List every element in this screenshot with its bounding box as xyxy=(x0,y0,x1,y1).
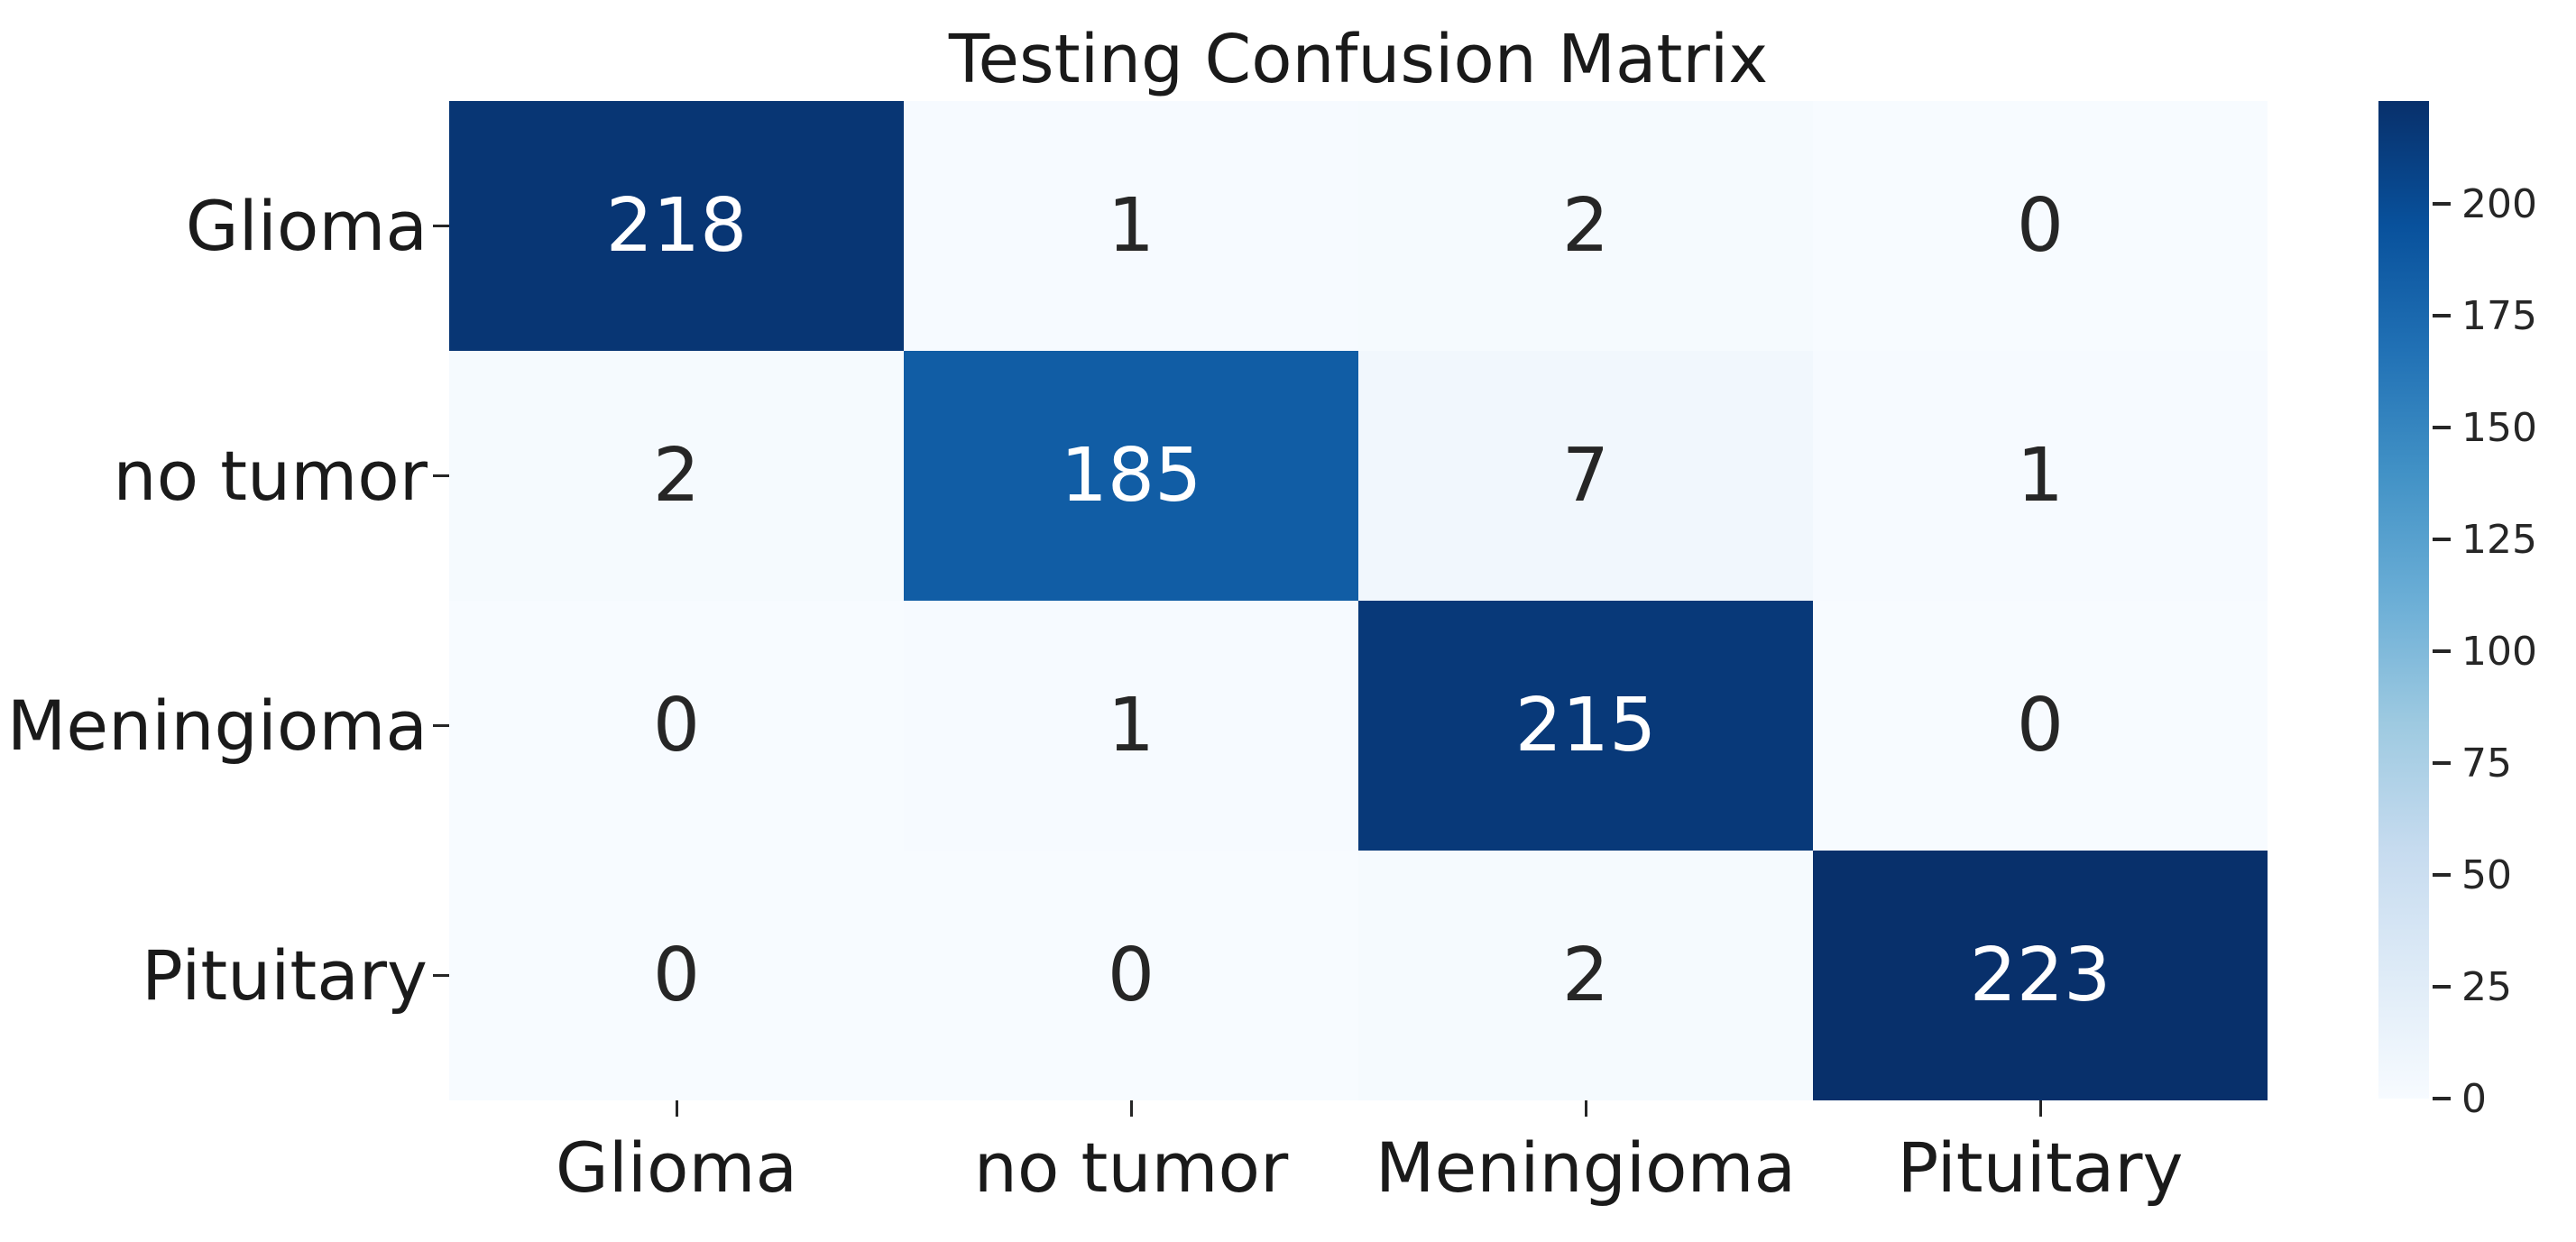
colorbar-tick-label: 150 xyxy=(2461,404,2537,451)
heatmap-cell: 7 xyxy=(1358,351,1813,601)
heatmap-cell: 215 xyxy=(1358,601,1813,851)
heatmap-cell: 1 xyxy=(1813,351,2268,601)
heatmap-cell: 223 xyxy=(1813,851,2268,1100)
heatmap-cell: 185 xyxy=(904,351,1358,601)
y-axis-label: Glioma xyxy=(185,186,428,266)
colorbar-tick-label: 175 xyxy=(2461,292,2537,339)
y-tick-mark xyxy=(433,474,449,477)
y-axis-label: Meningioma xyxy=(6,685,428,766)
colorbar-tick-label: 75 xyxy=(2461,740,2512,787)
heatmap-cell: 2 xyxy=(449,351,904,601)
colorbar-tick-mark xyxy=(2433,649,2451,654)
colorbar-tick-label: 200 xyxy=(2461,180,2537,227)
heatmap-grid: 218 1 2 0 2 185 7 1 0 1 215 0 0 0 2 223 xyxy=(449,101,2268,1100)
chart-title: Testing Confusion Matrix xyxy=(948,21,1769,98)
colorbar-tick-label: 125 xyxy=(2461,516,2537,563)
x-axis-label: no tumor xyxy=(973,1127,1289,1208)
x-axis-label: Pituitary xyxy=(1897,1127,2184,1208)
y-tick-mark xyxy=(433,974,449,977)
y-tick-mark xyxy=(433,225,449,227)
colorbar-tick-mark xyxy=(2433,761,2451,766)
colorbar-tick-label: 25 xyxy=(2461,963,2512,1010)
colorbar-tick-mark xyxy=(2433,426,2451,430)
heatmap-cell: 218 xyxy=(449,101,904,351)
y-axis-label: Pituitary xyxy=(142,935,428,1016)
colorbar-tick-mark xyxy=(2433,873,2451,878)
colorbar-tick-label: 100 xyxy=(2461,628,2537,675)
y-tick-mark xyxy=(433,724,449,727)
heatmap-cell: 0 xyxy=(449,851,904,1100)
x-tick-mark xyxy=(1129,1100,1133,1117)
colorbar-tick-label: 50 xyxy=(2461,851,2512,898)
x-tick-mark xyxy=(2038,1100,2042,1117)
heatmap-cell: 0 xyxy=(1813,601,2268,851)
heatmap-cell: 2 xyxy=(1358,851,1813,1100)
colorbar-tick-mark xyxy=(2433,202,2451,207)
colorbar-tick-label: 0 xyxy=(2461,1075,2487,1122)
colorbar-tick-mark xyxy=(2433,985,2451,989)
heatmap-cell: 0 xyxy=(904,851,1358,1100)
heatmap-cell: 0 xyxy=(449,601,904,851)
x-axis-label: Glioma xyxy=(555,1127,798,1208)
y-axis-label: no tumor xyxy=(113,436,428,516)
heatmap-cell: 2 xyxy=(1358,101,1813,351)
x-axis-label: Meningioma xyxy=(1375,1127,1797,1208)
x-tick-mark xyxy=(675,1100,678,1117)
heatmap-cell: 1 xyxy=(904,601,1358,851)
colorbar-gradient xyxy=(2378,101,2429,1099)
x-tick-mark xyxy=(1584,1100,1587,1117)
colorbar-tick-mark xyxy=(2433,538,2451,542)
heatmap-cell: 1 xyxy=(904,101,1358,351)
heatmap-cell: 0 xyxy=(1813,101,2268,351)
colorbar-tick-mark xyxy=(2433,1097,2451,1100)
colorbar-tick-mark xyxy=(2433,314,2451,318)
